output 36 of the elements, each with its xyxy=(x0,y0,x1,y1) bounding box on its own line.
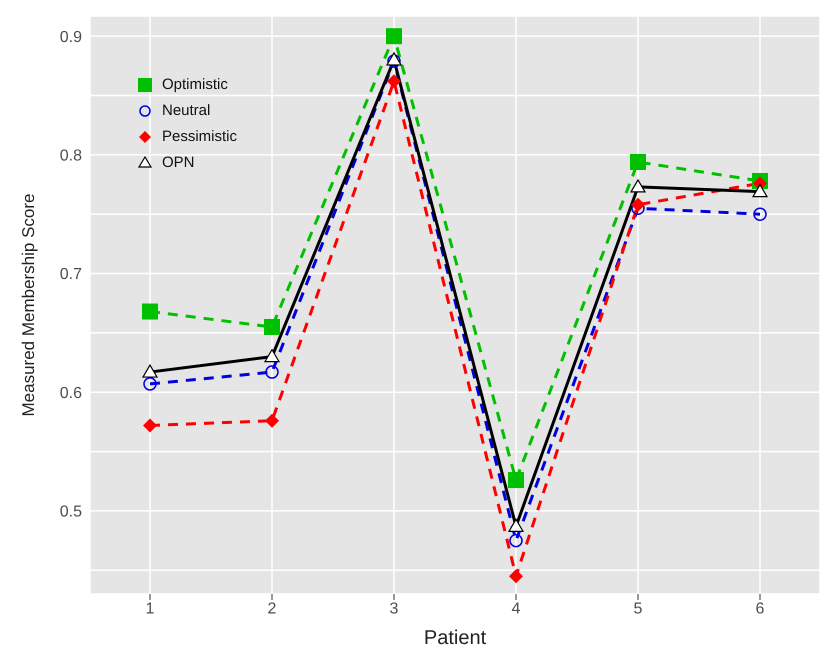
legend-label: OPN xyxy=(162,153,195,173)
x-tick-label: 2 xyxy=(268,600,277,618)
point xyxy=(143,418,157,432)
point xyxy=(631,198,645,212)
point xyxy=(630,154,646,170)
point xyxy=(387,74,401,88)
legend-label: Optimistic xyxy=(162,75,228,95)
point xyxy=(630,179,646,193)
x-axis-title: Patient xyxy=(424,627,487,649)
y-tick-label: 0.5 xyxy=(60,504,82,521)
point xyxy=(508,472,524,488)
y-axis-title: Measured Membership Score xyxy=(19,194,38,416)
point xyxy=(509,534,523,548)
point xyxy=(264,318,280,335)
legend-label: Neutral xyxy=(162,101,210,121)
x-tick-label: 1 xyxy=(146,600,155,618)
point xyxy=(508,518,524,532)
legend-label: Pessimistic xyxy=(162,127,238,147)
x-tick-label: 3 xyxy=(390,600,399,618)
y-tick-label: 0.8 xyxy=(60,148,82,165)
point xyxy=(143,377,157,391)
point xyxy=(142,364,158,378)
y-tick-label: 0.6 xyxy=(60,384,82,402)
y-tick-label: 0.9 xyxy=(60,28,82,46)
x-tick-label: 5 xyxy=(634,600,643,618)
point xyxy=(509,569,523,584)
point xyxy=(386,28,402,44)
point xyxy=(265,414,279,428)
point xyxy=(753,207,767,221)
point xyxy=(752,184,768,198)
x-tick-label: 4 xyxy=(512,600,521,618)
y-tick-label: 0.7 xyxy=(60,266,82,284)
point xyxy=(142,304,158,320)
point xyxy=(265,365,279,379)
x-tick-label: 6 xyxy=(756,600,765,618)
point xyxy=(264,349,280,362)
